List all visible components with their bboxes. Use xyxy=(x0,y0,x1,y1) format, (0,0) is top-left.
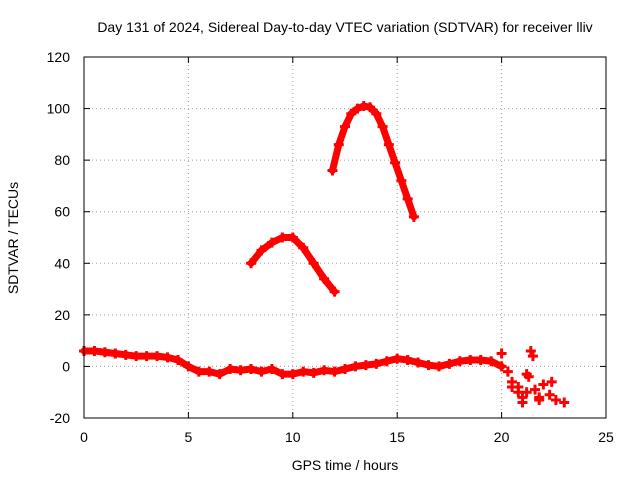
x-tick-label: 10 xyxy=(285,429,301,445)
x-tick-label: 15 xyxy=(389,429,405,445)
data-point xyxy=(550,394,561,405)
series-arc-low xyxy=(246,232,340,297)
y-tick-label: -20 xyxy=(50,410,70,426)
series-arc-high xyxy=(327,100,419,222)
data-point xyxy=(546,376,557,387)
data-point xyxy=(534,394,545,405)
y-tick-label: 60 xyxy=(54,204,70,220)
data-point xyxy=(525,345,536,356)
x-tick-label: 20 xyxy=(494,429,510,445)
x-axis-label: GPS time / hours xyxy=(292,457,399,473)
y-tick-label: 80 xyxy=(54,152,70,168)
data-point xyxy=(521,387,532,398)
data-point xyxy=(408,211,419,222)
data-point xyxy=(530,384,541,395)
data-point xyxy=(521,369,532,380)
data-point xyxy=(544,389,555,400)
data-point xyxy=(507,382,518,393)
trace-segment xyxy=(320,275,339,296)
data-point xyxy=(527,351,538,362)
x-tick-label: 25 xyxy=(598,429,614,445)
y-axis-label: SDTVAR / TECUs xyxy=(5,182,21,294)
grid-lines xyxy=(84,57,606,418)
y-tick-label: 20 xyxy=(54,307,70,323)
data-point xyxy=(502,366,513,377)
y-tick-label: 100 xyxy=(47,101,71,117)
y-tick-label: 120 xyxy=(47,49,71,65)
y-tick-label: 40 xyxy=(54,255,70,271)
data-point xyxy=(517,392,528,403)
data-point xyxy=(559,397,570,408)
data-point xyxy=(329,286,340,297)
data-point xyxy=(496,361,507,372)
data-point xyxy=(513,387,524,398)
series-baseline xyxy=(79,345,507,380)
y-tick-label: 0 xyxy=(62,358,70,374)
data-point xyxy=(496,348,507,359)
data-points xyxy=(79,100,570,408)
x-tick-label: 0 xyxy=(80,429,88,445)
series-tail-scatter xyxy=(496,345,570,408)
plot-frame xyxy=(83,56,607,419)
data-point xyxy=(538,379,549,390)
x-tick-label: 5 xyxy=(185,429,193,445)
chart-title: Day 131 of 2024, Sidereal Day-to-day VTE… xyxy=(97,19,592,35)
